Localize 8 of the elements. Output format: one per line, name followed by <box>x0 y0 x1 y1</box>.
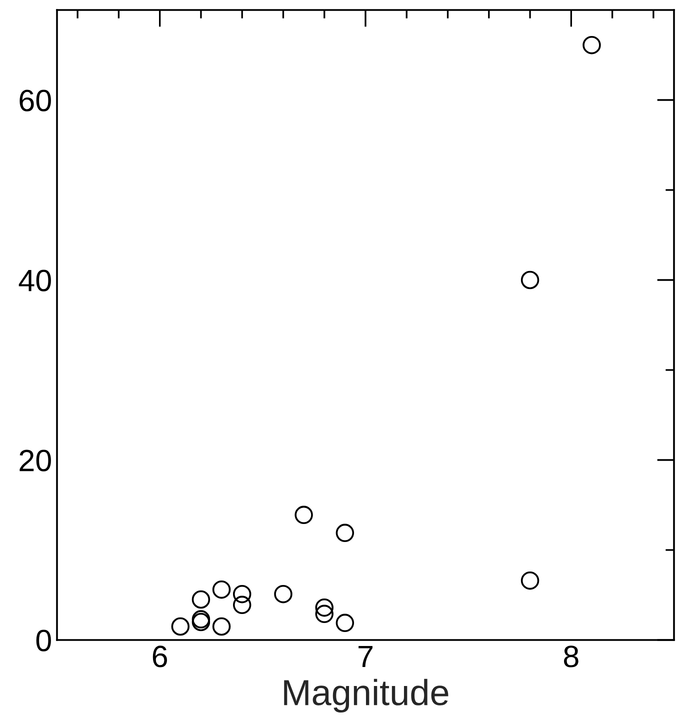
y-tick-label: 60 <box>20 90 51 112</box>
y-tick-label: 0 <box>36 630 51 652</box>
y-tick-label: 20 <box>20 450 51 472</box>
x-tick-label: 8 <box>564 646 578 668</box>
x-tick-label: 7 <box>358 646 372 668</box>
x-axis-title: Magnitude <box>284 678 448 713</box>
x-tick-label: 6 <box>152 646 167 668</box>
y-tick-label: 40 <box>18 270 51 292</box>
